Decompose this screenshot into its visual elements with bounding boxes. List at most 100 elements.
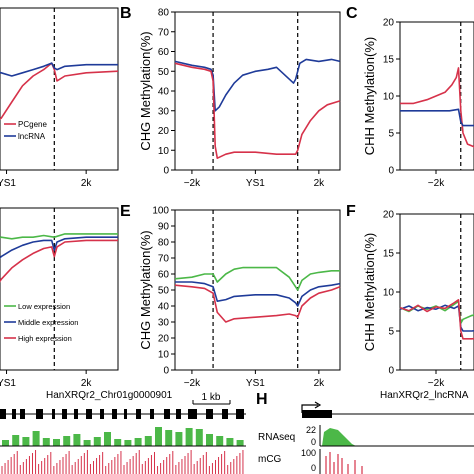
track-scale-top-rnaseq: 22 <box>306 425 316 435</box>
gene-exon <box>74 409 78 419</box>
rnaseq-bar <box>144 436 152 446</box>
y-tick-label: 15 <box>383 249 395 260</box>
scale-bar-label: 1 kb <box>202 392 221 403</box>
rnaseq-bar <box>195 429 203 446</box>
x-tick-label: YS1 <box>246 178 265 189</box>
x-tick-label: −2k <box>428 378 445 389</box>
lncrna-exon <box>302 410 332 418</box>
rnaseq-bar <box>226 438 234 446</box>
gene-exon <box>36 409 43 419</box>
x-tick-label: 2k <box>314 178 326 189</box>
panel-letter-f: F <box>346 203 356 220</box>
rnaseq-bar <box>155 427 162 446</box>
x-tick-label: 2k <box>81 378 93 389</box>
x-tick-label: 2k <box>81 178 93 189</box>
series-line-f-0 <box>399 300 474 325</box>
rnaseq-bar <box>93 437 101 446</box>
y-tick-label: 30 <box>158 318 170 329</box>
gene-exon <box>222 409 228 419</box>
chart-b: 0 10 20 30 40 50 60 70 80 CHG Methylation(%) −2k YS… <box>138 8 341 189</box>
x-tick-label: YS1 <box>0 178 16 189</box>
y-tick-label: 5 <box>388 129 394 140</box>
series-line-a-0 <box>0 62 119 120</box>
x-tick-label: −2k <box>184 378 201 389</box>
y-tick-label: 70 <box>158 27 170 38</box>
plot-frame <box>399 213 474 371</box>
y-tick-label: 20 <box>383 210 395 221</box>
gene-exon <box>236 409 244 419</box>
rnaseq-bar <box>236 440 244 446</box>
rnaseq-bar <box>206 434 213 446</box>
legend-label: PCgene <box>18 120 47 129</box>
rnaseq-bar <box>32 431 40 446</box>
y-tick-label: 10 <box>158 146 170 157</box>
track-label-rnaseq: RNAseq <box>258 432 295 443</box>
series-line-d-2 <box>0 239 118 283</box>
rnaseq-bar <box>53 439 60 446</box>
gene-exon <box>0 409 6 419</box>
plot-frame <box>174 11 341 171</box>
rnaseq-bar <box>134 438 142 446</box>
gene-exon <box>100 409 104 419</box>
x-tick-label: 2k <box>314 378 326 389</box>
y-tick-label: 60 <box>158 47 170 58</box>
legend-label: lncRNA <box>18 132 46 141</box>
gene-name-g: HanXRQr2_Chr01g0000901 <box>46 390 173 401</box>
rnaseq-bar <box>165 430 173 446</box>
series-line-b-1 <box>174 62 341 159</box>
plot-frame <box>174 209 341 371</box>
y-tick-label: 100 <box>152 206 169 217</box>
rnaseq-bar <box>22 437 30 446</box>
gene-exon <box>176 409 181 419</box>
y-tick-label: 40 <box>158 87 170 98</box>
y-axis-label: CHH Methylation(%) <box>362 233 377 351</box>
gene-exon <box>164 409 170 419</box>
legend-label: Low expression <box>18 302 70 311</box>
rnaseq-track-g <box>0 427 246 447</box>
x-tick-label: YS1 <box>0 378 16 389</box>
chart-c: 0 5 10 15 20 CHH Methylation(%) −2k <box>362 18 474 189</box>
gene-exon <box>52 409 55 419</box>
genome-browser-g: HanXRQr2_Chr01g0000901 1 kb <box>0 390 246 474</box>
y-tick-label: 0 <box>388 366 394 377</box>
gene-model <box>0 409 246 419</box>
rnaseq-bar <box>216 436 224 446</box>
series-line-a-1 <box>0 62 118 77</box>
x-tick-label: −2k <box>184 178 201 189</box>
mcg-track-h <box>325 452 363 474</box>
gene-exon <box>150 409 154 419</box>
rnaseq-track-h <box>320 428 474 447</box>
rnaseq-bar <box>185 428 193 446</box>
gene-exon <box>12 409 16 419</box>
gene-exon <box>62 409 67 419</box>
y-tick-label: 90 <box>158 222 170 233</box>
track-scale-bottom-mcg: 0 <box>311 463 316 473</box>
y-tick-label: 10 <box>158 350 170 361</box>
y-tick-label: 80 <box>158 8 170 19</box>
panel-letter-b: B <box>120 5 132 22</box>
y-tick-label: 80 <box>158 238 170 249</box>
y-tick-label: 0 <box>163 166 169 177</box>
gene-exon <box>188 409 197 419</box>
rnaseq-bar <box>175 432 183 446</box>
legend-label: High expression <box>18 334 72 343</box>
y-tick-label: 20 <box>158 334 170 345</box>
chart-f: 0 5 10 15 20 CHH Methylation(%) −2k <box>362 210 474 389</box>
rnaseq-bar <box>42 438 50 446</box>
panel-letter-h: H <box>256 391 268 408</box>
y-axis-label: CHG Methylation(%) <box>138 31 153 150</box>
y-axis-label: CHG Methylation(%) <box>138 230 153 349</box>
rnaseq-bar <box>63 436 71 446</box>
mcg-track-g <box>1 450 244 474</box>
rnaseq-bar <box>83 440 91 446</box>
gene-exon <box>20 409 25 419</box>
chart-d: YS1 2k Low expression Middle expression High… <box>0 207 119 389</box>
gene-exon <box>124 409 127 419</box>
y-tick-label: 40 <box>158 302 170 313</box>
y-tick-label: 20 <box>158 126 170 137</box>
y-tick-label: 50 <box>158 67 170 78</box>
series-line-c-0 <box>400 67 474 148</box>
rnaseq-bar <box>104 432 111 446</box>
y-tick-label: 0 <box>388 166 394 177</box>
y-tick-label: 20 <box>383 18 395 29</box>
